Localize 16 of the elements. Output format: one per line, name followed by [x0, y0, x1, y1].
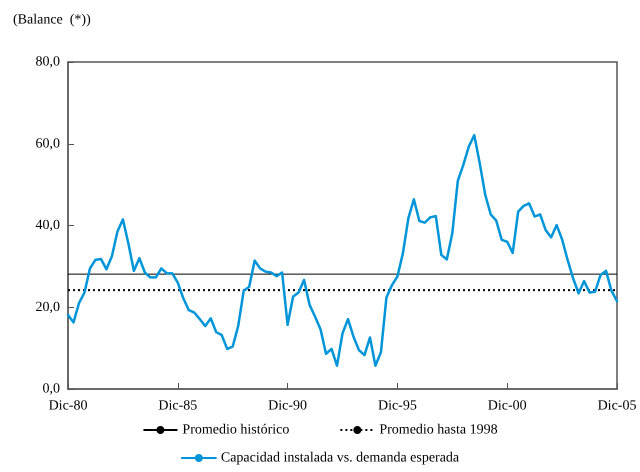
x-tick-label: Dic-95	[378, 398, 417, 414]
legend-label: Promedio hasta 1998	[379, 422, 498, 438]
y-tick-label: 80,0	[36, 54, 60, 70]
x-tick-label: Dic-05	[598, 398, 636, 414]
x-tick-label: Dic-00	[488, 398, 527, 414]
y-axis-title: (Balance (*))	[13, 12, 92, 28]
y-tick-label: 60,0	[36, 136, 60, 152]
legend-label: Promedio histórico	[182, 422, 290, 438]
y-tick-label: 20,0	[36, 300, 60, 315]
y-tick-label: 0,0	[42, 382, 60, 396]
x-tick-label: Dic-90	[268, 398, 308, 414]
legend-label: Capacidad instalada vs. demanda esperada	[220, 450, 460, 466]
line-series	[66, 134, 618, 367]
x-tick-label: Dic-85	[158, 398, 198, 414]
y-tick-label: 40,0	[36, 218, 60, 233]
x-tick-label: Dic-80	[48, 398, 88, 414]
